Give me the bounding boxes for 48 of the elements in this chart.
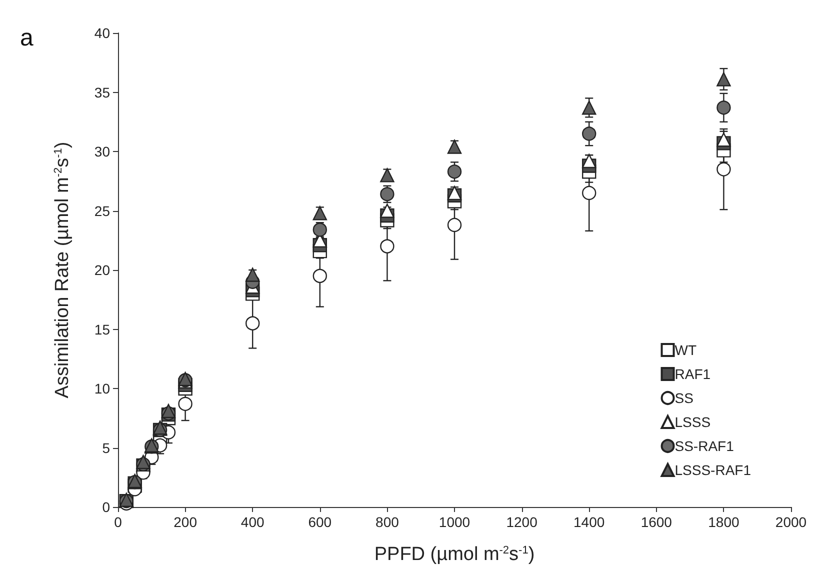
point [582,154,596,168]
x-tick-label: 2000 [775,514,807,530]
x-tick-label: 1400 [574,514,605,530]
point [380,187,394,202]
point [582,100,596,115]
legend-label: LSSS-RAF1 [674,462,752,478]
point [312,268,327,284]
legend-label: WT [674,342,697,358]
point [582,186,596,200]
point [380,168,394,182]
point [716,100,731,115]
y-tick-label: 25 [94,202,110,219]
legend-label: LSSS [674,414,711,430]
point [447,218,462,232]
x-tick-label: 400 [240,514,264,530]
y-tick-label: 30 [94,144,110,160]
point [246,316,260,330]
point [178,396,192,411]
x-tick-label: 200 [174,514,198,530]
x-tick-label: 600 [308,514,332,530]
point [716,162,731,176]
point [447,140,462,154]
y-tick-label: 35 [94,84,110,100]
point [716,72,731,86]
x-tick-label: 1600 [640,514,672,530]
y-tick-label: 15 [94,321,110,338]
x-tick-label: 0 [114,514,122,530]
y-tick-label: 20 [94,262,110,278]
point [582,126,596,141]
x-tick-label: 800 [376,514,400,530]
y-axis-title: Assimilation Rate (µmol m-2s-1) [52,142,73,398]
point [447,164,462,179]
point [380,204,394,218]
point [380,239,394,254]
point [312,206,327,220]
legend-label: RAF1 [674,366,711,382]
legend-label: SS [674,390,694,406]
x-tick-label: 1200 [506,514,538,530]
text: a [20,24,34,52]
y-tick-label: 5 [102,440,110,456]
point [246,268,260,282]
x-tick-label: 1000 [438,514,470,530]
y-tick-label: 40 [94,25,110,41]
x-tick-label: 1800 [708,514,740,530]
point [312,222,327,237]
legend-label: SS-RAF1 [674,438,734,454]
y-tick-label: 0 [102,499,110,515]
y-tick-label: 10 [94,380,110,396]
